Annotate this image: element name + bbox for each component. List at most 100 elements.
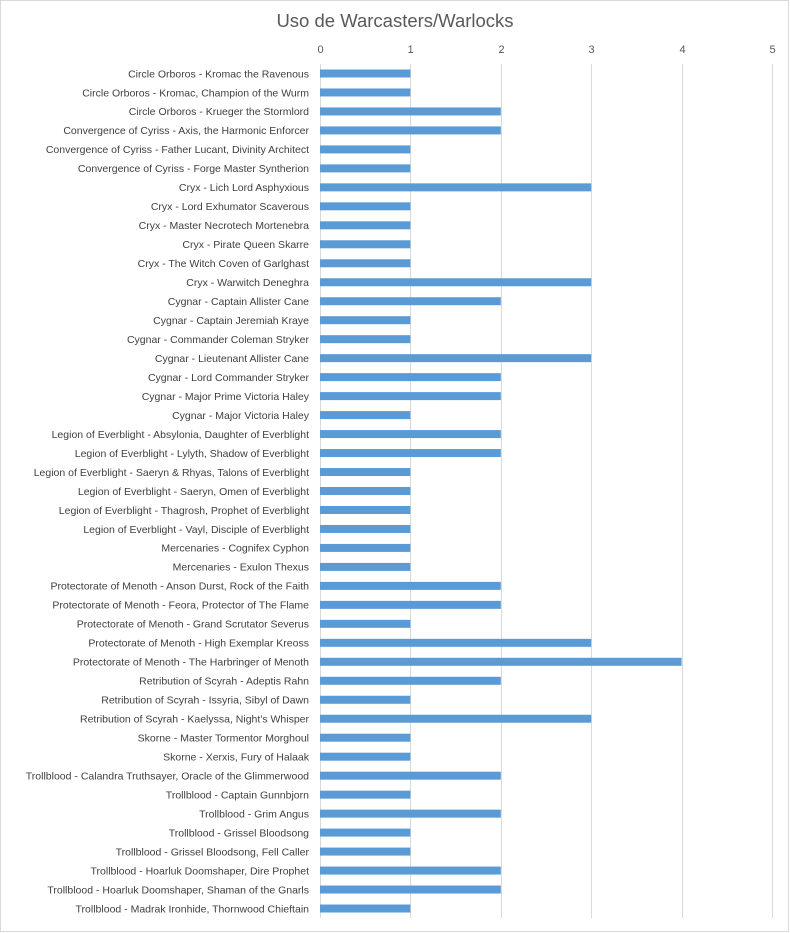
category-label: Circle Orboros - Kromac, Champion of the… xyxy=(82,87,309,99)
bar xyxy=(320,676,501,685)
bar xyxy=(320,126,501,135)
category-label: Legion of Everblight - Vayl, Disciple of… xyxy=(83,524,309,536)
category-label: Cryx - The Witch Coven of Garlghast xyxy=(138,258,309,270)
category-label: Cryx - Lord Exhumator Scaverous xyxy=(151,201,309,213)
category-label: Cygnar - Major Prime Victoria Haley xyxy=(142,391,310,403)
category-label: Trollblood - Grim Angus xyxy=(199,808,309,820)
bar xyxy=(320,411,411,420)
category-label: Legion of Everblight - Absylonia, Daught… xyxy=(52,429,309,441)
category-label: Legion of Everblight - Thagrosh, Prophet… xyxy=(59,505,309,517)
bar xyxy=(320,88,411,97)
bar xyxy=(320,278,592,287)
category-label: Protectorate of Menoth - The Harbringer … xyxy=(73,657,309,669)
category-label: Cygnar - Commander Coleman Stryker xyxy=(127,334,310,346)
bar xyxy=(320,468,411,477)
category-label: Protectorate of Menoth - Grand Scrutator… xyxy=(77,619,309,631)
bar xyxy=(320,240,411,249)
category-label: Cryx - Warwitch Deneghra xyxy=(186,277,309,289)
bar xyxy=(320,392,501,401)
category-label: Cygnar - Lieutenant Allister Cane xyxy=(155,353,309,365)
bar xyxy=(320,202,411,211)
bar xyxy=(320,543,411,552)
bar xyxy=(320,449,501,458)
bar xyxy=(320,847,411,856)
category-label: Trollblood - Grissel Bloodsong, Fell Cal… xyxy=(116,846,310,858)
category-label: Trollblood - Hoarluk Doomshaper, Shaman … xyxy=(47,884,309,896)
bar xyxy=(320,619,411,628)
bar xyxy=(320,487,411,495)
bar xyxy=(320,505,411,514)
bar xyxy=(320,373,501,382)
category-label: Retribution of Scyrah - Kaelyssa, Night'… xyxy=(80,714,310,726)
bar xyxy=(320,581,501,590)
bar xyxy=(320,259,411,268)
x-tick-label: 0 xyxy=(317,44,323,56)
category-label: Trollblood - Grissel Bloodsong xyxy=(169,827,309,839)
bar xyxy=(320,316,411,325)
bar xyxy=(320,828,411,837)
category-label: Retribution of Scyrah - Adeptis Rahn xyxy=(139,676,309,688)
category-labels: Circle Orboros - Kromac the Ravenous Circ… xyxy=(26,68,310,915)
bar xyxy=(320,695,411,704)
bar xyxy=(320,562,411,571)
bar xyxy=(320,164,411,173)
category-label: Legion of Everblight - Lylyth, Shadow of… xyxy=(75,448,309,460)
category-label: Cryx - Master Necrotech Mortenebra xyxy=(139,220,310,232)
category-label: Trollblood - Captain Gunnbjorn xyxy=(166,789,309,801)
bar xyxy=(320,183,592,192)
category-label: Trollblood - Hoarluk Doomshaper, Dire Pr… xyxy=(91,865,310,877)
bar xyxy=(320,657,682,666)
bar xyxy=(320,866,501,875)
bar xyxy=(320,221,411,230)
category-label: Cryx - Pirate Queen Skarre xyxy=(182,239,309,251)
category-label: Cygnar - Captain Allister Cane xyxy=(168,296,309,308)
x-axis-ticks: 0 1 2 3 4 5 xyxy=(317,44,775,56)
bar xyxy=(320,354,592,363)
bar xyxy=(320,714,592,723)
x-tick-label: 1 xyxy=(407,44,413,56)
bar xyxy=(320,145,411,154)
category-label: Retribution of Scyrah - Issyria, Sibyl o… xyxy=(101,695,309,707)
bar xyxy=(320,430,501,439)
bar xyxy=(320,297,501,306)
bar xyxy=(320,752,411,761)
bar xyxy=(320,885,501,894)
bar xyxy=(320,771,501,780)
category-label: Skorne - Master Tormentor Morghoul xyxy=(138,733,309,745)
category-label: Mercenaries - Cognifex Cyphon xyxy=(161,543,309,555)
bar xyxy=(320,638,592,647)
bar xyxy=(320,524,411,533)
bar xyxy=(320,107,501,116)
bar xyxy=(320,335,411,344)
bar xyxy=(320,809,501,818)
x-tick-label: 3 xyxy=(588,44,594,56)
chart-title: Uso de Warcasters/Warlocks xyxy=(276,10,514,31)
category-label: Legion of Everblight - Saeryn & Rhyas, T… xyxy=(34,467,309,479)
bar xyxy=(320,69,411,78)
bar xyxy=(320,733,411,742)
category-label: Protectorate of Menoth - High Exemplar K… xyxy=(88,638,309,650)
category-label: Convergence of Cyriss - Axis, the Harmon… xyxy=(63,125,309,137)
category-label: Circle Orboros - Krueger the Stormlord xyxy=(129,106,309,118)
category-label: Trollblood - Calandra Truthsayer, Oracle… xyxy=(26,770,309,782)
category-label: Protectorate of Menoth - Anson Durst, Ro… xyxy=(50,581,309,593)
x-tick-label: 5 xyxy=(769,44,775,56)
bar xyxy=(320,600,501,609)
bar xyxy=(320,790,411,799)
category-label: Protectorate of Menoth - Feora, Protecto… xyxy=(52,600,309,612)
category-label: Convergence of Cyriss - Forge Master Syn… xyxy=(78,163,309,175)
category-label: Cygnar - Major Victoria Haley xyxy=(172,410,310,422)
category-label: Cygnar - Captain Jeremiah Kraye xyxy=(153,315,309,327)
category-label: Trollblood - Madrak Ironhide, Thornwood … xyxy=(76,903,310,915)
category-label: Circle Orboros - Kromac the Ravenous xyxy=(128,68,309,80)
category-label: Mercenaries - Exulon Thexus xyxy=(173,562,309,574)
category-label: Convergence of Cyriss - Father Lucant, D… xyxy=(46,144,309,156)
x-tick-label: 4 xyxy=(679,44,685,56)
bars xyxy=(320,69,682,913)
category-label: Cygnar - Lord Commander Stryker xyxy=(148,372,310,384)
category-label: Legion of Everblight - Saeryn, Omen of E… xyxy=(78,486,309,498)
x-tick-label: 2 xyxy=(498,44,504,56)
category-label: Cryx - Lich Lord Asphyxious xyxy=(179,182,309,194)
category-label: Skorne - Xerxis, Fury of Halaak xyxy=(163,751,310,763)
